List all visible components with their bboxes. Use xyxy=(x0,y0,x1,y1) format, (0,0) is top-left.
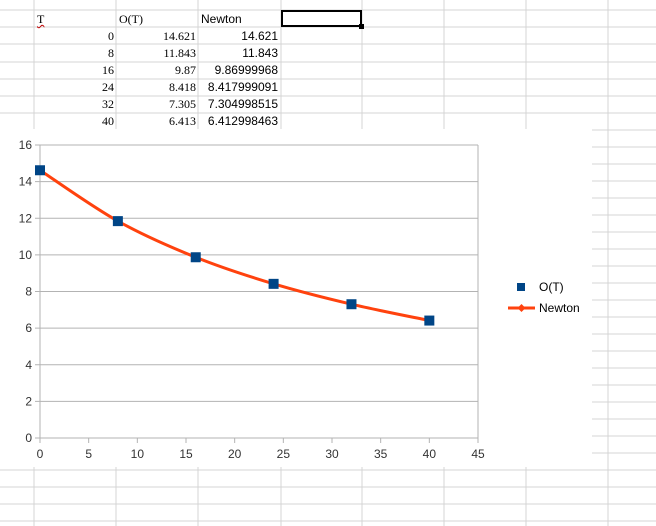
cell-o-t[interactable]: 9.87 xyxy=(175,63,196,77)
o-t-point[interactable] xyxy=(424,315,435,326)
x-tick-label: 5 xyxy=(85,447,92,461)
y-tick-label: 6 xyxy=(25,321,32,335)
o-t-point[interactable] xyxy=(190,252,201,263)
selected-cell[interactable] xyxy=(281,10,362,27)
o-t-point[interactable] xyxy=(112,216,123,227)
cell-o-t[interactable]: 11.843 xyxy=(163,46,196,60)
y-tick-label: 4 xyxy=(25,358,32,372)
y-tick-label: 12 xyxy=(19,211,33,225)
cell-o-t[interactable]: 6.413 xyxy=(169,114,196,128)
cell-newton[interactable]: 9.86999968 xyxy=(214,63,278,77)
cell-t[interactable]: 24 xyxy=(102,80,114,94)
y-tick-label: 2 xyxy=(25,394,32,408)
cell-newton[interactable]: 7.304998515 xyxy=(207,97,278,111)
cell-o-t[interactable]: 7.305 xyxy=(169,97,196,111)
header-o-t[interactable]: O(T) xyxy=(119,12,143,26)
y-tick-label: 0 xyxy=(25,431,32,445)
header-newton[interactable]: Newton xyxy=(201,12,242,26)
cell-newton[interactable]: 14.621 xyxy=(241,29,278,43)
chart-svg: 0 2 4 6 8 10 12 14 16 0 5 10 15 20 25 30 35 40 45 O(T) Newto… xyxy=(19,138,580,461)
x-tick-label: 45 xyxy=(471,447,485,461)
y-tick-label: 16 xyxy=(19,138,33,152)
x-tick-label: 15 xyxy=(179,447,193,461)
cell-o-t[interactable]: 14.621 xyxy=(163,29,196,43)
cell-t[interactable]: 40 xyxy=(102,114,114,128)
cell-o-t[interactable]: 8.418 xyxy=(169,80,196,94)
x-tick-label: 25 xyxy=(277,447,291,461)
fill-handle[interactable] xyxy=(359,24,364,29)
cell-t[interactable]: 16 xyxy=(102,63,114,77)
legend-o-t-swatch xyxy=(517,283,525,291)
x-tick-label: 20 xyxy=(228,447,242,461)
x-tick-label: 35 xyxy=(374,447,388,461)
cell-newton[interactable]: 11.843 xyxy=(242,46,278,60)
cell-newton[interactable]: 8.417999091 xyxy=(207,80,278,94)
y-tick-label: 14 xyxy=(19,175,33,189)
cell-newton[interactable]: 6.412998463 xyxy=(207,114,278,128)
cell-t[interactable]: 8 xyxy=(108,46,114,60)
o-t-point[interactable] xyxy=(35,165,45,176)
legend-newton-label: Newton xyxy=(539,301,580,315)
cell-t[interactable]: 0 xyxy=(108,29,114,43)
x-tick-label: 40 xyxy=(423,447,437,461)
header-t[interactable]: T xyxy=(37,12,45,26)
x-tick-label: 0 xyxy=(37,447,44,461)
cell-t[interactable]: 32 xyxy=(102,97,114,111)
o-t-point[interactable] xyxy=(346,299,357,310)
legend-newton-marker xyxy=(517,304,526,312)
o-t-point[interactable] xyxy=(268,278,279,289)
y-tick-label: 8 xyxy=(25,285,32,299)
legend[interactable]: O(T) Newton xyxy=(508,280,580,315)
legend-o-t-label: O(T) xyxy=(539,280,564,294)
chart[interactable]: 0 2 4 6 8 10 12 14 16 0 5 10 15 20 25 30 35 40 45 O(T) Newto… xyxy=(0,129,592,467)
x-tick-label: 30 xyxy=(325,447,339,461)
y-tick-label: 10 xyxy=(19,248,33,262)
x-tick-label: 10 xyxy=(131,447,145,461)
